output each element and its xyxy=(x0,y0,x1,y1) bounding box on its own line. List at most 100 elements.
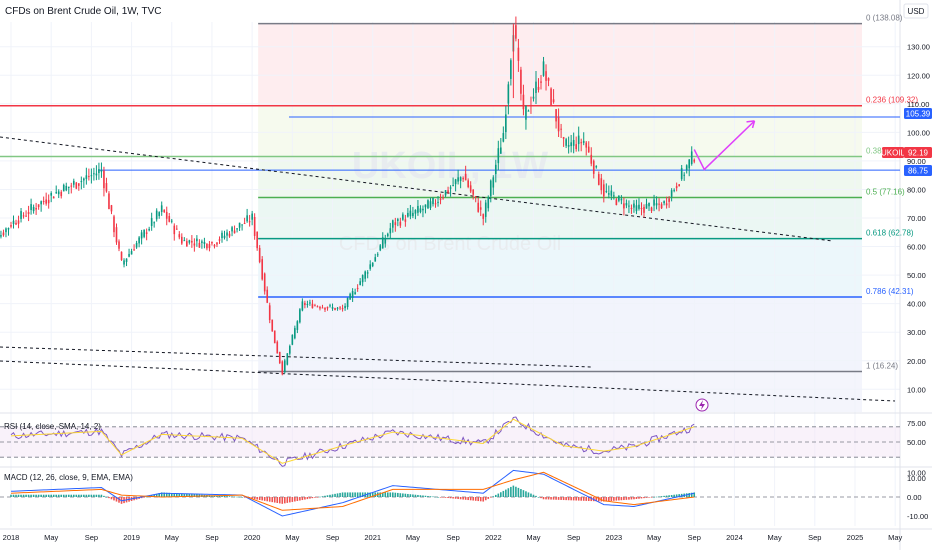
rsi-tick-label: 50.00 xyxy=(907,438,926,447)
x-tick-label: 2023 xyxy=(606,533,623,542)
macd-histogram-bar xyxy=(585,497,588,501)
candle-body xyxy=(241,224,243,226)
macd-histogram-bar xyxy=(540,497,542,499)
y-tick-label: 90.00 xyxy=(907,157,926,166)
candle-body xyxy=(582,140,585,143)
candle-body xyxy=(120,251,123,261)
macd-histogram-bar xyxy=(379,492,382,497)
macd-histogram-bar xyxy=(168,492,171,497)
candle-body xyxy=(5,228,7,233)
macd-histogram-bar xyxy=(75,494,78,497)
candle-body xyxy=(376,254,379,256)
candle-body xyxy=(655,203,658,206)
candle-body xyxy=(608,193,610,195)
x-tick-label: 2025 xyxy=(847,533,864,542)
candle-body xyxy=(497,148,500,164)
candle-body xyxy=(2,232,5,236)
rsi-label: RSI (14, close, SMA, 14, 2) xyxy=(4,422,101,431)
candle-body xyxy=(449,187,452,189)
macd-histogram-bar xyxy=(349,492,351,497)
candle-body xyxy=(510,60,512,79)
price-tag xyxy=(904,165,932,176)
currency-button[interactable]: USD xyxy=(903,3,929,19)
y-tick-label: 100.00 xyxy=(907,128,930,137)
candle-body xyxy=(381,237,384,249)
macd-histogram-bar xyxy=(472,497,474,501)
candle-body xyxy=(459,177,462,181)
trend-line xyxy=(0,136,834,242)
candle-body xyxy=(201,241,203,243)
candle-body xyxy=(467,180,469,188)
candle-body xyxy=(37,204,40,208)
candle-body xyxy=(560,128,562,130)
macd-histogram-bar xyxy=(359,492,361,497)
macd-histogram-bar xyxy=(221,495,223,497)
macd-histogram-bar xyxy=(417,494,419,497)
macd-histogram-bar xyxy=(160,492,163,497)
projection[interactable] xyxy=(693,120,756,171)
macd-histogram-bar xyxy=(575,497,577,501)
macd-histogram-bar xyxy=(374,492,377,497)
x-tick-label: 2019 xyxy=(123,533,140,542)
lightning-icon[interactable] xyxy=(695,398,709,412)
candle-body xyxy=(545,71,547,81)
macd-histogram-bar xyxy=(520,489,522,497)
macd-histogram-bar xyxy=(407,493,409,497)
trend-lines[interactable] xyxy=(0,116,900,402)
fib-zone xyxy=(258,238,863,298)
macd-histogram-bar xyxy=(153,494,155,497)
macd-histogram-bar xyxy=(464,497,467,500)
x-tick-label: Sep xyxy=(446,533,459,542)
macd-histogram-bar xyxy=(552,497,555,500)
projection-path xyxy=(693,120,756,171)
x-tick-label: 2024 xyxy=(726,533,743,542)
candle-body xyxy=(487,197,490,209)
candle-body xyxy=(203,241,206,244)
macd-histogram-bar xyxy=(47,494,50,497)
candle-body xyxy=(130,251,133,255)
candle-body xyxy=(640,208,643,210)
fib-zone xyxy=(258,156,863,198)
macd-histogram-bar xyxy=(55,494,58,497)
candle-body xyxy=(153,222,155,224)
macd-histogram-bar xyxy=(570,497,572,501)
rsi-pane xyxy=(0,416,900,467)
macd-histogram-bar xyxy=(424,495,427,497)
macd-histogram-bar xyxy=(550,497,552,500)
candle-body xyxy=(35,208,37,210)
macd-histogram-bar xyxy=(175,493,178,497)
candle-body xyxy=(75,182,78,189)
candle-body xyxy=(70,185,73,187)
macd-histogram-bar xyxy=(434,496,437,498)
rsi-ma-line xyxy=(10,418,695,464)
macd-histogram-bar xyxy=(90,494,93,497)
candle-body xyxy=(346,297,349,308)
candle-body xyxy=(301,301,304,311)
candle-body xyxy=(10,225,12,227)
macd-histogram-bar xyxy=(366,492,369,497)
candle-body xyxy=(354,292,356,295)
macd-histogram-bar xyxy=(381,492,384,497)
candle-body xyxy=(223,235,226,238)
macd-histogram-bar xyxy=(565,497,567,501)
candle-body xyxy=(628,205,630,207)
candle-body xyxy=(243,223,246,225)
macd-histogram-bar xyxy=(394,492,397,497)
candle-body xyxy=(7,228,10,230)
macd-histogram-bar xyxy=(276,497,279,503)
y-tick-label: 120.00 xyxy=(907,71,930,80)
macd-histogram-bar xyxy=(457,497,459,500)
candle-body xyxy=(653,199,655,206)
macd-histogram-bar xyxy=(427,495,429,497)
macd-histogram-bar xyxy=(271,497,274,503)
candle-body xyxy=(331,307,334,309)
macd-histogram-bar xyxy=(236,496,238,498)
macd-histogram-bar xyxy=(620,497,623,501)
macd-histogram-bar xyxy=(37,494,40,497)
trend-line xyxy=(0,360,896,402)
candle-body xyxy=(565,139,567,146)
macd-histogram-bar xyxy=(487,497,490,499)
macd-histogram-bar xyxy=(537,497,540,498)
